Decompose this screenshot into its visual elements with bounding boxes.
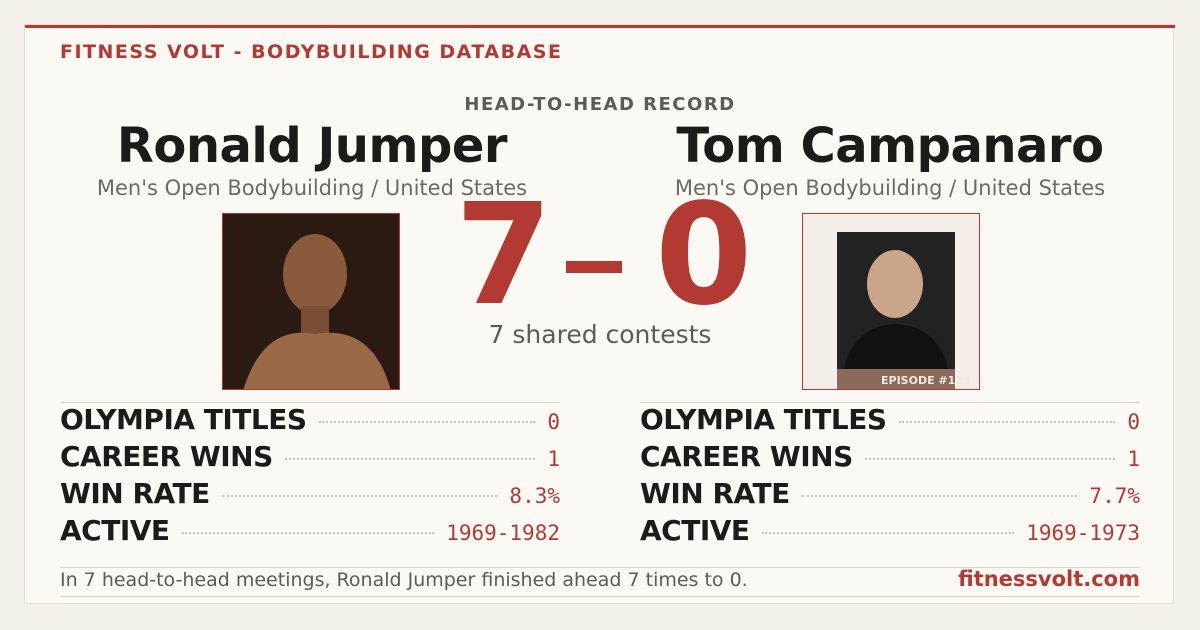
divider	[60, 567, 1140, 568]
stats-list: OLYMPIA TITLES 0 CAREER WINS 1 WIN RATE 8.3% A…	[60, 402, 560, 551]
score-caption: 7 shared contests	[488, 320, 712, 349]
stat-row: OLYMPIA TITLES 0	[640, 402, 1140, 440]
stat-label: OLYMPIA TITLES	[640, 403, 887, 436]
photo-art	[223, 214, 399, 389]
stat-label: WIN RATE	[60, 477, 210, 510]
stat-value: 0	[547, 410, 560, 434]
top-rule	[25, 25, 1175, 28]
leader-dots	[761, 532, 1015, 534]
stat-value: 1969-1973	[1026, 521, 1140, 545]
score-left: 7	[455, 174, 553, 337]
stats-list: OLYMPIA TITLES 0 CAREER WINS 1 WIN RATE 7.7% A…	[640, 402, 1140, 551]
stat-value: 7.7%	[1089, 484, 1140, 508]
section-title: HEAD-TO-HEAD RECORD	[464, 94, 736, 115]
stat-row: OLYMPIA TITLES 0	[60, 402, 560, 440]
site-link[interactable]: fitnessvolt.com	[958, 567, 1140, 591]
score-dash	[566, 261, 622, 273]
leader-dots	[898, 421, 1116, 423]
stat-row: ACTIVE 1969-1982	[60, 514, 560, 551]
athlete-division: Men's Open Bodybuilding / United States	[674, 176, 1106, 200]
summary: In 7 head-to-head meetings, Ronald Jumpe…	[60, 569, 748, 591]
photo-art: EPISODE #128	[803, 214, 979, 389]
leader-dots	[864, 458, 1116, 460]
athlete-name: Tom Campanaro	[676, 118, 1104, 174]
athlete-division: Men's Open Bodybuilding / United States	[96, 176, 528, 200]
card	[24, 24, 1174, 604]
leader-dots	[181, 532, 435, 534]
athlete-photo	[222, 213, 400, 390]
leader-dots	[284, 458, 536, 460]
athlete-name: Ronald Jumper	[116, 118, 508, 174]
leader-dots	[221, 495, 498, 497]
stat-value: 1	[1127, 447, 1140, 471]
stat-label: WIN RATE	[640, 477, 790, 510]
stat-label: CAREER WINS	[60, 440, 273, 473]
stat-label: OLYMPIA TITLES	[60, 403, 307, 436]
stat-row: ACTIVE 1969-1973	[640, 514, 1140, 551]
stat-value: 8.3%	[509, 484, 560, 508]
leader-dots	[318, 421, 536, 423]
stat-row: WIN RATE 7.7%	[640, 477, 1140, 514]
photo-caption: EPISODE #128	[881, 374, 971, 387]
stat-value: 0	[1127, 410, 1140, 434]
stat-value: 1	[547, 447, 560, 471]
score-right: 0	[655, 174, 753, 337]
stat-value: 1969-1982	[446, 521, 560, 545]
stat-label: ACTIVE	[60, 514, 170, 547]
leader-dots	[801, 495, 1078, 497]
stat-row: CAREER WINS 1	[640, 440, 1140, 477]
athlete-photo: EPISODE #128	[802, 213, 980, 390]
brand: FITNESS VOLT - BODYBUILDING DATABASE	[60, 41, 563, 63]
stat-label: ACTIVE	[640, 514, 750, 547]
divider	[60, 596, 1140, 597]
stat-row: CAREER WINS 1	[60, 440, 560, 477]
stat-row: WIN RATE 8.3%	[60, 477, 560, 514]
stat-label: CAREER WINS	[640, 440, 853, 473]
